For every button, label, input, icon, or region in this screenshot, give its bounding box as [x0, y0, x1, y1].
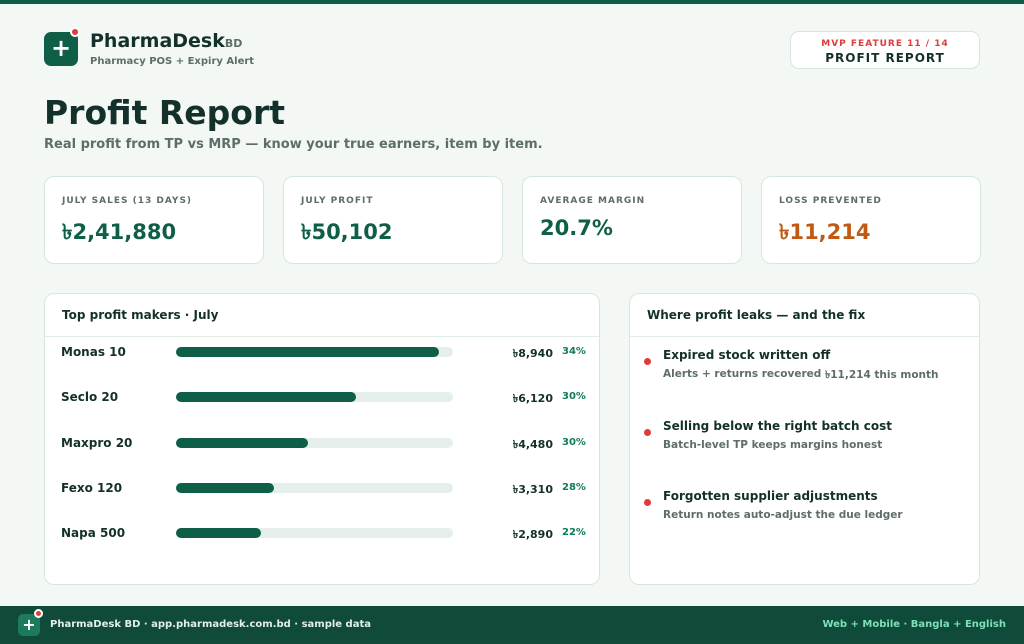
leak-title: Forgotten supplier adjustments — [663, 489, 878, 503]
kpi-value: 20.7% — [540, 216, 613, 240]
kpi-card: JULY SALES (13 DAYS) ৳2,41,880 — [44, 176, 264, 264]
kpi-label: LOSS PREVENTED — [779, 196, 882, 206]
kpi-card: JULY PROFIT ৳50,102 — [283, 176, 503, 264]
category-label: Fexo 120 — [61, 480, 123, 495]
kpi-card: AVERAGE MARGIN 20.7% — [522, 176, 742, 264]
margin-label: 34% — [562, 346, 586, 357]
value-label: ৳4,480 — [512, 437, 553, 451]
footer: + PharmaDesk BD · app.pharmadesk.com.bd … — [0, 606, 1024, 644]
kpi-card: LOSS PREVENTED ৳11,214 — [761, 176, 981, 264]
value-label: ৳3,310 — [512, 482, 553, 496]
kpi-value: ৳2,41,880 — [62, 220, 177, 244]
leak-note: Return notes auto-adjust the due ledger — [663, 509, 903, 521]
footer-right: Web + Mobile · Bangla + English — [822, 619, 1006, 630]
tagline: Pharmacy POS + Expiry Alert — [90, 56, 255, 67]
bar-track — [176, 437, 453, 448]
bar-track — [176, 482, 453, 493]
panel-title: Top profit makers · July — [45, 294, 599, 337]
brand-suffix: BD — [224, 37, 243, 50]
category-label: Napa 500 — [61, 526, 126, 541]
page-subtitle: Real profit from TP vs MRP — know your t… — [44, 137, 543, 152]
value-label: ৳2,890 — [512, 528, 553, 542]
leak-note: Alerts + returns recovered — [663, 368, 822, 380]
kpi-label: AVERAGE MARGIN — [540, 196, 646, 206]
bar — [176, 347, 440, 357]
page-title: Profit Report — [44, 93, 285, 132]
kpi-label: JULY SALES (13 DAYS) — [62, 196, 193, 206]
bar — [176, 482, 274, 493]
top-border — [0, 0, 1024, 4]
footer-logo-dot — [34, 609, 43, 618]
leak-note: Batch-level TP keeps margins honest — [663, 438, 883, 451]
leaks-panel: Where profit leaks — and the fix — [629, 293, 980, 585]
margin-label: 30% — [562, 391, 586, 403]
category-label: Monas 10 — [61, 345, 126, 359]
bullet — [644, 358, 651, 365]
leak-title: Selling below the right batch cost — [663, 418, 892, 433]
bar — [176, 392, 357, 403]
bar — [176, 437, 309, 448]
badge-bottom: PROFIT REPORT — [825, 51, 945, 65]
footer-left: PharmaDesk BD · app.pharmadesk.com.bd · … — [50, 619, 371, 630]
leak-extra: ৳11,214 this month — [825, 369, 939, 381]
panel-title: Where profit leaks — and the fix — [630, 294, 979, 337]
brand: PharmaDeskBD — [90, 30, 242, 52]
brand-name: PharmaDesk — [90, 30, 225, 52]
leak-title: Expired stock written off — [663, 348, 831, 362]
bullet — [644, 428, 651, 436]
logo: + — [44, 32, 78, 66]
category-label: Maxpro 20 — [61, 435, 133, 450]
value-label: ৳6,120 — [512, 392, 553, 406]
bar-track — [176, 528, 453, 539]
value-label: ৳8,940 — [512, 347, 553, 360]
kpi-value: ৳50,102 — [301, 220, 393, 244]
margin-label: 30% — [562, 436, 586, 448]
category-label: Seclo 20 — [61, 390, 119, 405]
margin-label: 28% — [562, 481, 586, 493]
kpi-value: ৳11,214 — [779, 220, 871, 244]
badge-top: MVP FEATURE 11 / 14 — [821, 39, 949, 49]
margin-label: 22% — [562, 527, 586, 539]
bar — [176, 528, 262, 539]
footer-logo: + — [18, 614, 40, 636]
logo-dot — [70, 27, 80, 37]
kpi-label: JULY PROFIT — [301, 196, 374, 206]
badge: MVP FEATURE 11 / 14 PROFIT REPORT — [790, 31, 980, 69]
bullet — [644, 499, 651, 506]
